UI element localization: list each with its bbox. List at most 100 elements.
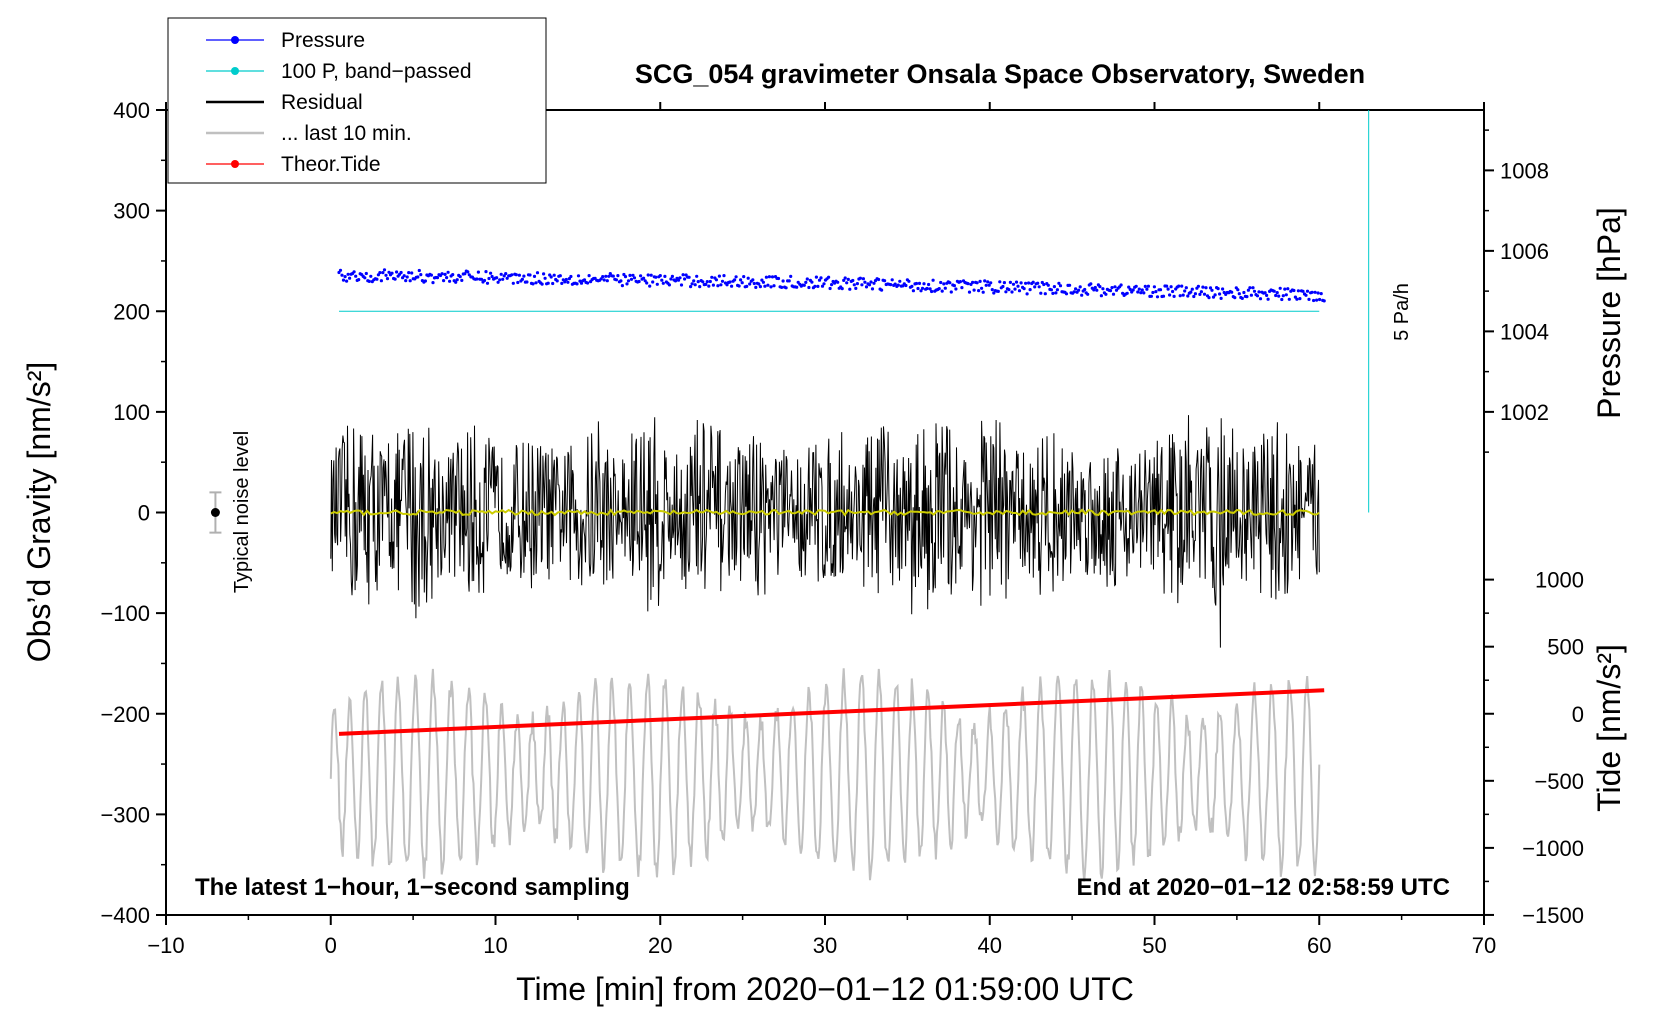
noise-bar-center: [210, 508, 220, 517]
y-axis-ticks: −400 −300 −200 −100 0 100 200 300 400: [100, 98, 166, 928]
last-10-min-series: [329, 668, 1321, 882]
pressure-point: [920, 286, 925, 290]
pressure-point: [807, 285, 811, 290]
legend-label: Pressure: [281, 29, 365, 52]
pressure-point: [582, 278, 587, 282]
pressure-point: [645, 281, 649, 285]
pressure-point: [845, 281, 849, 285]
pressure-point: [1033, 285, 1037, 289]
pressure-point: [739, 278, 743, 282]
pressure-point: [1252, 289, 1257, 293]
pressure-point: [1213, 293, 1217, 297]
pressure-point: [1099, 294, 1103, 298]
pressure-point: [458, 275, 462, 279]
pressure-point: [631, 273, 635, 277]
pressure-point: [448, 279, 452, 283]
pressure-point: [552, 273, 556, 277]
pressure-point: [354, 274, 358, 278]
pressure-point: [1177, 284, 1181, 288]
pressure-point: [385, 277, 390, 281]
pressure-point: [1242, 290, 1246, 295]
pressure-point: [710, 275, 714, 279]
pressure-point: [1152, 285, 1156, 289]
pressure-point: [1211, 295, 1216, 299]
pressure-point: [407, 271, 411, 275]
pressure-point: [1168, 293, 1172, 297]
pressure-point: [846, 277, 850, 281]
pressure-point: [586, 281, 590, 285]
pressure-point: [1043, 292, 1047, 296]
pressure-point: [1313, 290, 1317, 294]
pressure-point: [1189, 290, 1193, 294]
pressure-point: [558, 274, 562, 278]
pressure-point: [564, 277, 568, 282]
pressure-point: [1140, 288, 1144, 292]
pressure-point: [939, 280, 943, 285]
pressure-point: [1183, 289, 1187, 293]
pressure-point: [440, 272, 444, 276]
pressure-point: [719, 283, 723, 287]
pressure-point: [1221, 287, 1225, 291]
pressure-point: [746, 276, 750, 280]
pressure-point: [764, 275, 769, 279]
pressure-point: [1028, 288, 1032, 292]
pressure-point: [1010, 290, 1014, 294]
pressure-point: [1037, 285, 1041, 289]
pressure-point: [733, 278, 737, 282]
pressure-point: [998, 280, 1002, 284]
pressure-point: [417, 268, 421, 273]
pressure-point: [1016, 284, 1020, 288]
pressure-point: [534, 281, 538, 285]
pressure-point: [429, 273, 433, 277]
pressure-point: [827, 275, 831, 279]
pressure-point: [410, 271, 414, 275]
pressure-point: [485, 281, 490, 285]
pressure-point: [1169, 285, 1173, 289]
pressure-point: [954, 287, 958, 291]
pressure-point: [931, 278, 935, 282]
pressure-point: [1027, 281, 1031, 285]
pressure-point: [1007, 288, 1011, 292]
pressure-point: [1136, 290, 1140, 294]
pressure-point: [639, 274, 643, 278]
pressure-point: [752, 281, 756, 286]
pressure-point: [1125, 291, 1129, 295]
pressure-point: [455, 278, 459, 282]
pressure-point: [390, 271, 394, 275]
markers: [209, 110, 1370, 534]
pressure-point: [1072, 290, 1076, 294]
pressure-point: [990, 288, 994, 292]
legend: Pressure 100 P, band−passed Residual ... la…: [167, 17, 547, 184]
pressure-point: [711, 283, 716, 287]
pressure-point: [642, 276, 646, 280]
pressure-point: [816, 284, 820, 288]
pressure-point: [971, 280, 975, 284]
pressure-point: [1216, 287, 1220, 291]
pressure-point: [730, 284, 734, 288]
pressure-point: [1305, 289, 1310, 293]
pressure-point: [1202, 292, 1207, 296]
annotation-sampling: The latest 1−hour, 1−second sampling: [195, 874, 630, 901]
pressure-point: [463, 272, 467, 276]
pressure-point: [505, 276, 509, 280]
pressure-point: [967, 290, 972, 294]
pressure-point: [1207, 296, 1211, 300]
pressure-point: [1298, 297, 1302, 301]
pressure-point: [754, 285, 758, 289]
pressure-point: [854, 286, 858, 290]
pressure-point: [1184, 286, 1188, 290]
pressure-point: [535, 271, 540, 275]
pressure-point: [722, 274, 726, 278]
pressure-point: [1266, 297, 1270, 301]
pressure-point: [531, 282, 535, 286]
pressure-point: [814, 275, 819, 279]
pressure-point: [1143, 284, 1147, 288]
pressure-point: [543, 276, 547, 280]
pressure-tick-label: 1004: [1500, 319, 1549, 344]
pressure-point: [1287, 297, 1291, 301]
pressure-point: [1095, 288, 1099, 292]
tide-tick-label: −1000: [1522, 836, 1584, 861]
pressure-point: [989, 281, 993, 285]
pressure-point: [404, 279, 408, 283]
pressure-point: [952, 284, 957, 288]
